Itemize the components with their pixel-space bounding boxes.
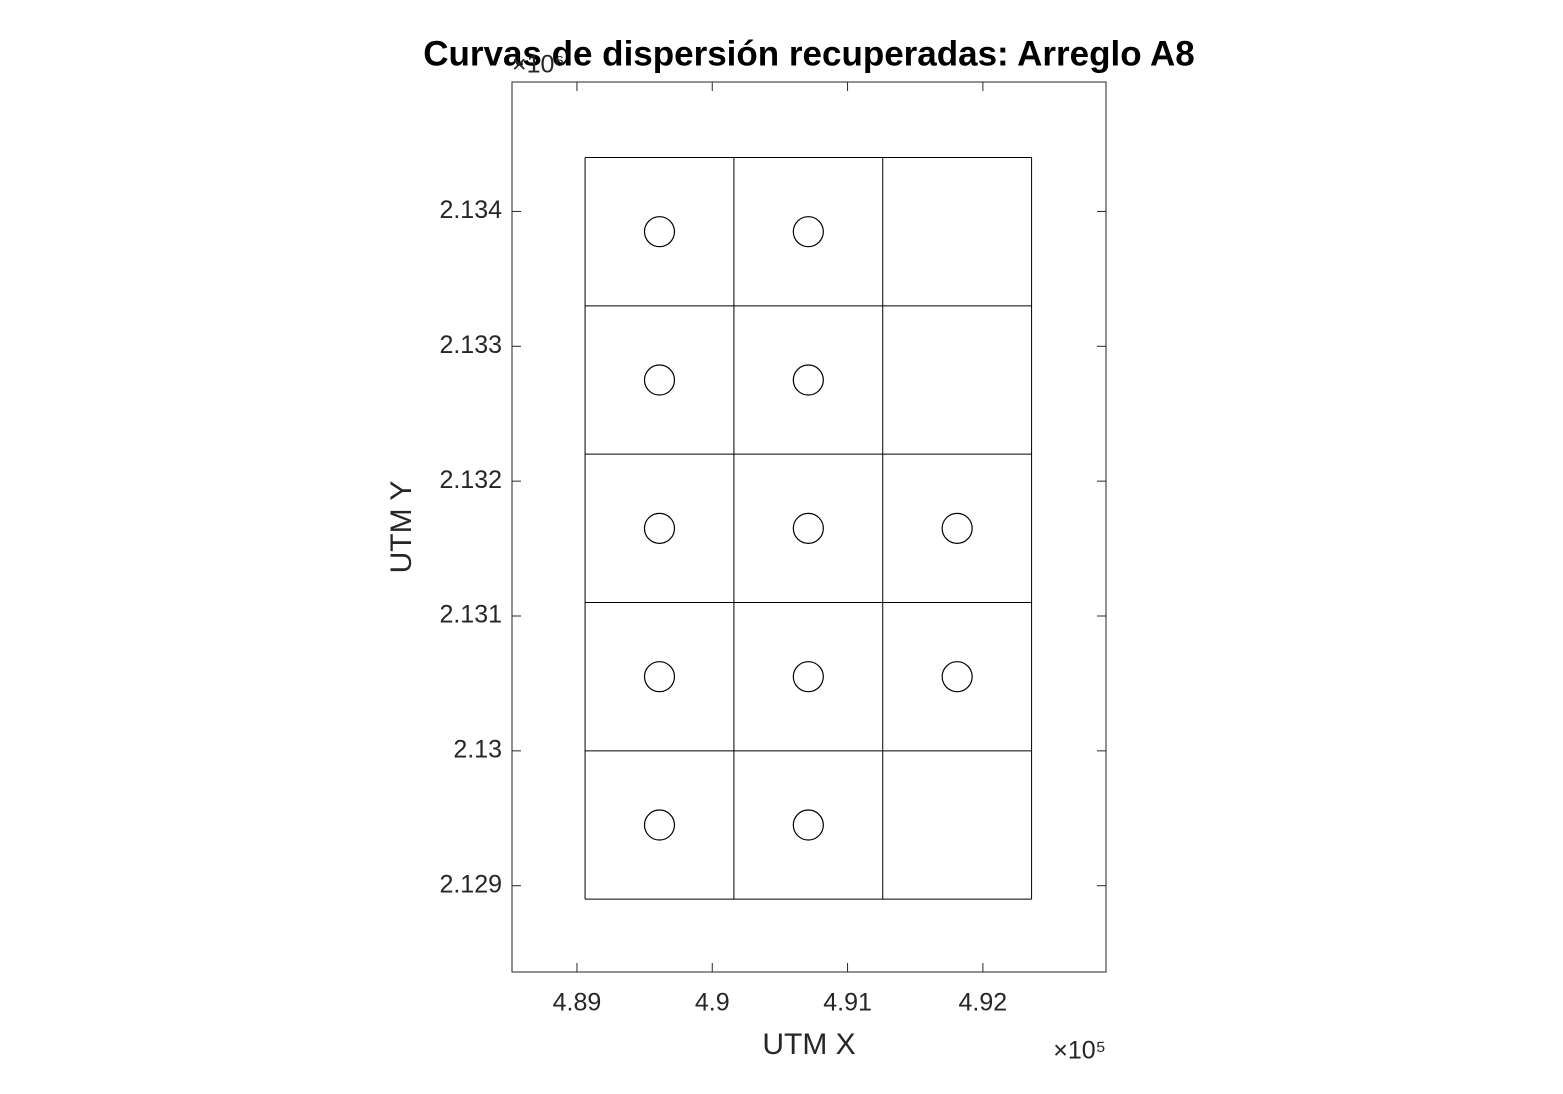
- point: [792, 364, 824, 396]
- point: [643, 216, 676, 248]
- point: [643, 661, 676, 693]
- x-tick-label: 4.91: [823, 989, 872, 1017]
- x-tick-label: 4.9: [695, 989, 730, 1017]
- y-tick-label: 2.132: [439, 466, 502, 494]
- point: [643, 809, 676, 841]
- point: [792, 809, 824, 841]
- y-tick-label: 2.131: [439, 601, 502, 629]
- y-axis-label: UTM Y: [385, 481, 418, 574]
- point: [941, 661, 973, 693]
- point: [792, 661, 824, 693]
- point: [941, 512, 973, 544]
- x-tick-label: 4.89: [553, 989, 602, 1017]
- point: [643, 364, 676, 396]
- y-multiplier: ×10⁶: [512, 51, 565, 79]
- y-tick-label: 2.134: [439, 196, 502, 224]
- point: [792, 512, 824, 544]
- x-multiplier: ×10⁵: [1053, 1037, 1106, 1065]
- x-tick-label: 4.92: [959, 989, 1008, 1017]
- point: [643, 512, 676, 544]
- chart-title: Curvas de dispersión recuperadas: Arregl…: [423, 34, 1195, 73]
- point: [792, 216, 824, 248]
- y-tick-label: 2.133: [439, 331, 502, 359]
- x-axis-label: UTM X: [762, 1028, 855, 1061]
- axes-box: [511, 81, 1107, 973]
- y-tick-label: 2.13: [453, 735, 502, 763]
- y-tick-label: 2.129: [439, 870, 502, 898]
